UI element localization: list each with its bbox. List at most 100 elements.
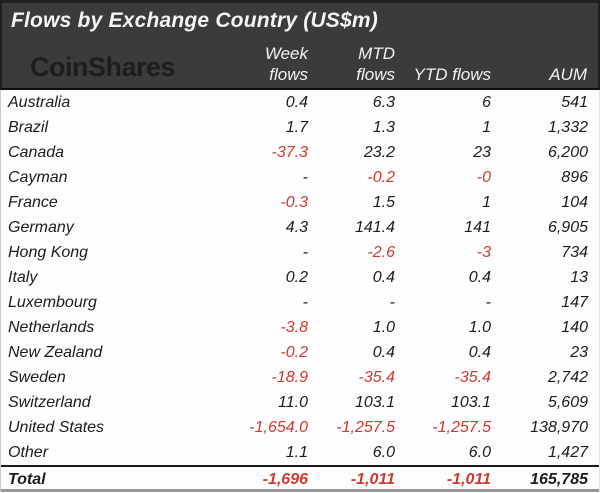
country-cell: United States [8, 419, 105, 436]
ytd-flows-cell: 23 [473, 144, 491, 161]
aum-cell: 147 [561, 294, 588, 311]
ytd-flows-cell: 141 [464, 219, 491, 236]
country-cell: Italy [8, 269, 38, 286]
week-flows-cell: -18.9 [271, 369, 308, 386]
ytd-flows-cell: 0.4 [468, 269, 491, 286]
table-row: Switzerland 11.0 103.1 103.1 5,609 [1, 390, 599, 415]
mtd-flows-cell: 141.4 [354, 219, 395, 236]
aum-cell: 6,905 [547, 219, 588, 236]
aum-cell: 104 [561, 194, 588, 211]
mtd-flows-cell: 0.4 [372, 269, 395, 286]
mtd-flows-cell: 1.3 [372, 119, 395, 136]
ytd-flows-cell: 1.0 [468, 319, 491, 336]
table-row: France -0.3 1.5 1 104 [1, 190, 599, 215]
ytd-flows-cell: -35.4 [454, 369, 491, 386]
country-cell: Hong Kong [8, 244, 89, 261]
ytd-flows-cell: 0.4 [468, 344, 491, 361]
country-cell: Brazil [8, 119, 49, 136]
aum-cell: 5,609 [547, 394, 588, 411]
week-flows-cell: -0.2 [280, 344, 308, 361]
column-header-aum: AUM [549, 65, 587, 84]
table-row: Australia 0.4 6.3 6 541 [1, 90, 599, 115]
ytd-flows-cell: 6.0 [468, 444, 491, 461]
table-body: Australia 0.4 6.3 6 541 Brazil 1.7 1.3 1 1,332 Can… [0, 90, 600, 492]
week-flows-cell: 4.3 [285, 219, 308, 236]
mtd-flows-cell: -0.2 [367, 169, 395, 186]
table-row: Germany 4.3 141.4 141 6,905 [1, 215, 599, 240]
column-header-mtd-flows: MTD flows [356, 44, 395, 84]
coinshares-logo: CoinShares [30, 52, 176, 82]
table-row: Cayman - -0.2 -0 896 [1, 165, 599, 190]
aum-cell: 165,785 [530, 471, 588, 488]
aum-cell: 734 [561, 244, 588, 261]
mtd-flows-cell: 1.0 [372, 319, 395, 336]
table-row: United States -1,654.0 -1,257.5 -1,257.5 138… [1, 415, 599, 440]
week-flows-cell: -0.3 [280, 194, 308, 211]
table-row: Canada -37.3 23.2 23 6,200 [1, 140, 599, 165]
aum-cell: 1,332 [547, 119, 588, 136]
mtd-flows-cell: - [389, 294, 395, 311]
week-flows-cell: 0.4 [285, 94, 308, 111]
total-row: Total -1,696 -1,011 -1,011 165,785 [1, 465, 599, 492]
country-cell: Switzerland [8, 394, 91, 411]
week-flows-cell: 0.2 [285, 269, 308, 286]
mtd-flows-cell: 0.4 [372, 344, 395, 361]
aum-cell: 6,200 [547, 144, 588, 161]
aum-cell: 896 [561, 169, 588, 186]
table-row: Luxembourg - - - 147 [1, 290, 599, 315]
country-cell: Other [8, 444, 49, 461]
mtd-flows-cell: -2.6 [367, 244, 395, 261]
table-row: Other 1.1 6.0 6.0 1,427 [1, 440, 599, 465]
country-cell: Total [8, 471, 46, 488]
ytd-flows-cell: -3 [476, 244, 491, 261]
ytd-flows-cell: -1,011 [446, 471, 491, 488]
mtd-flows-cell: 6.3 [372, 94, 395, 111]
week-flows-cell: 11.0 [278, 394, 308, 411]
week-flows-cell: -3.8 [280, 319, 308, 336]
country-cell: Germany [8, 219, 74, 236]
aum-cell: 13 [570, 269, 588, 286]
week-flows-cell: 1.7 [285, 119, 308, 136]
ytd-flows-cell: 1 [482, 194, 491, 211]
country-cell: Cayman [8, 169, 68, 186]
mtd-flows-cell: 23.2 [363, 144, 395, 161]
table-row: Italy 0.2 0.4 0.4 13 [1, 265, 599, 290]
mtd-flows-cell: -1,011 [350, 471, 395, 488]
mtd-flows-cell: 103.1 [354, 394, 395, 411]
table-row: Brazil 1.7 1.3 1 1,332 [1, 115, 599, 140]
table-row: New Zealand -0.2 0.4 0.4 23 [1, 340, 599, 365]
aum-cell: 23 [570, 344, 588, 361]
table-title: Flows by Exchange Country (US$m) [11, 9, 378, 32]
aum-cell: 138,970 [530, 419, 588, 436]
mtd-flows-cell: 1.5 [372, 194, 395, 211]
mtd-flows-cell: -1,257.5 [336, 419, 395, 436]
country-cell: New Zealand [8, 344, 103, 361]
aum-cell: 140 [561, 319, 588, 336]
mtd-flows-cell: -35.4 [358, 369, 395, 386]
ytd-flows-cell: 1 [482, 119, 491, 136]
week-flows-cell: -1,696 [262, 471, 308, 488]
table-row: Netherlands -3.8 1.0 1.0 140 [1, 315, 599, 340]
week-flows-cell: - [302, 294, 308, 311]
ytd-flows-cell: 103.1 [450, 394, 491, 411]
country-cell: Sweden [8, 369, 66, 386]
country-cell: France [8, 194, 58, 211]
week-flows-cell: - [302, 169, 308, 186]
ytd-flows-cell: - [485, 294, 491, 311]
aum-cell: 541 [561, 94, 588, 111]
table-header: Flows by Exchange Country (US$m) CoinSha… [0, 0, 600, 90]
table-row: Hong Kong - -2.6 -3 734 [1, 240, 599, 265]
week-flows-cell: -37.3 [271, 144, 308, 161]
column-header-ytd-flows: YTD flows [413, 65, 491, 84]
ytd-flows-cell: -0 [476, 169, 491, 186]
mtd-flows-cell: 6.0 [372, 444, 395, 461]
aum-cell: 1,427 [547, 444, 588, 461]
table-row: Sweden -18.9 -35.4 -35.4 2,742 [1, 365, 599, 390]
ytd-flows-cell: -1,257.5 [432, 419, 491, 436]
week-flows-cell: - [302, 244, 308, 261]
aum-cell: 2,742 [547, 369, 588, 386]
week-flows-cell: 1.1 [285, 444, 308, 461]
column-header-row: CoinShares Week flows MTD flows YTD flow… [2, 43, 598, 85]
country-cell: Netherlands [8, 319, 95, 336]
